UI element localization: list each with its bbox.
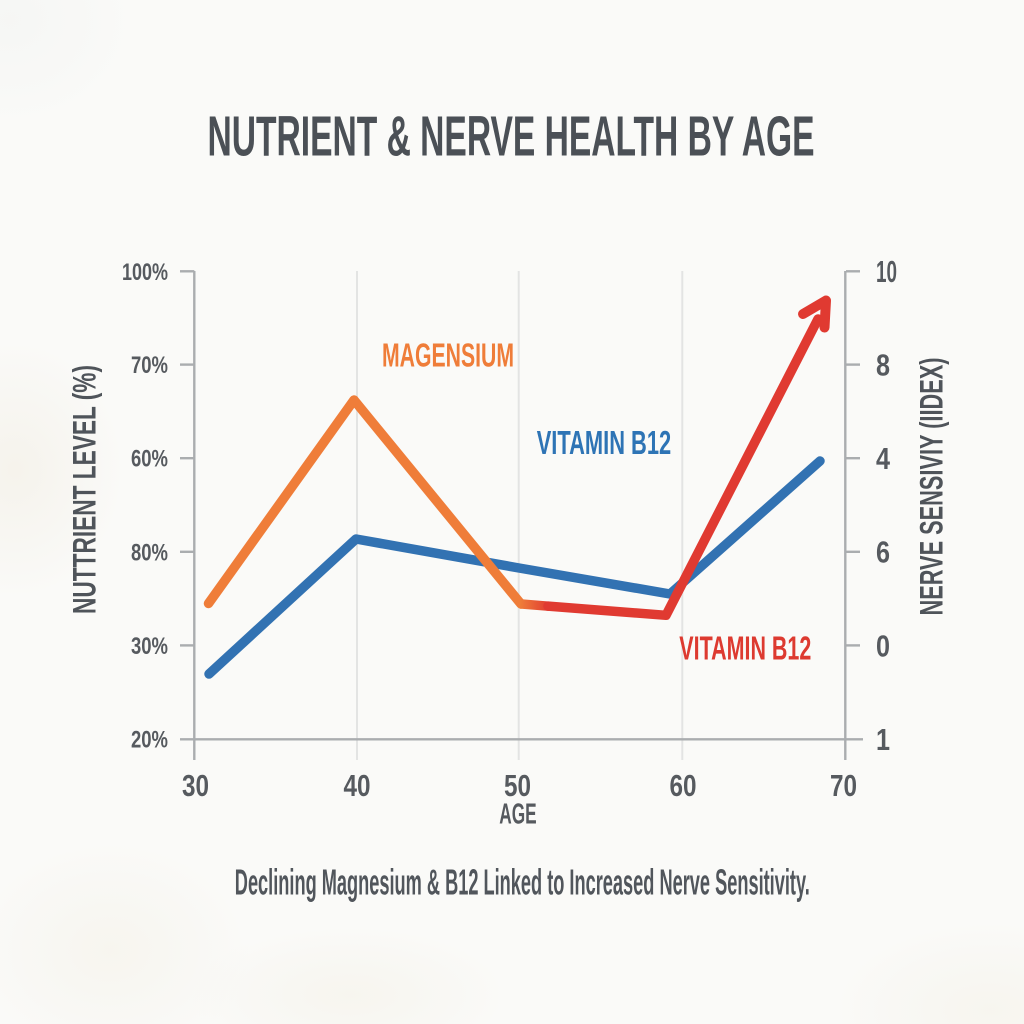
svg-text:30%: 30% — [131, 633, 168, 660]
svg-text:0: 0 — [876, 629, 890, 663]
svg-text:70: 70 — [830, 768, 857, 803]
svg-text:NERVE SENSIVIY (IIDEX): NERVE SENSIVIY (IIDEX) — [914, 358, 950, 616]
svg-text:20%: 20% — [131, 727, 168, 754]
svg-text:80%: 80% — [131, 539, 168, 566]
svg-text:AGE: AGE — [499, 799, 536, 831]
svg-text:40: 40 — [344, 768, 371, 803]
svg-text:MAGENSIUM: MAGENSIUM — [382, 338, 514, 375]
svg-text:60%: 60% — [131, 446, 168, 473]
svg-text:100%: 100% — [122, 259, 168, 286]
svg-text:NUTTRIENT LEVEL (%): NUTTRIENT LEVEL (%) — [67, 365, 103, 614]
svg-text:Declining Magnesium & B12 Link: Declining Magnesium & B12 Linked to Incr… — [235, 862, 810, 903]
svg-text:VITAMIN B12: VITAMIN B12 — [679, 631, 811, 668]
svg-text:8: 8 — [876, 349, 890, 383]
svg-text:VITAMIN B12: VITAMIN B12 — [537, 425, 672, 462]
svg-text:4: 4 — [876, 442, 890, 476]
svg-text:6: 6 — [876, 536, 890, 570]
svg-text:60: 60 — [670, 768, 697, 803]
svg-text:70%: 70% — [131, 352, 168, 379]
svg-text:50: 50 — [504, 768, 531, 803]
svg-text:30: 30 — [182, 768, 209, 803]
svg-text:NUTRIENT & NERVE HEALTH BY AGE: NUTRIENT & NERVE HEALTH BY AGE — [208, 105, 815, 169]
svg-text:1: 1 — [876, 723, 890, 757]
svg-text:10: 10 — [876, 255, 897, 289]
